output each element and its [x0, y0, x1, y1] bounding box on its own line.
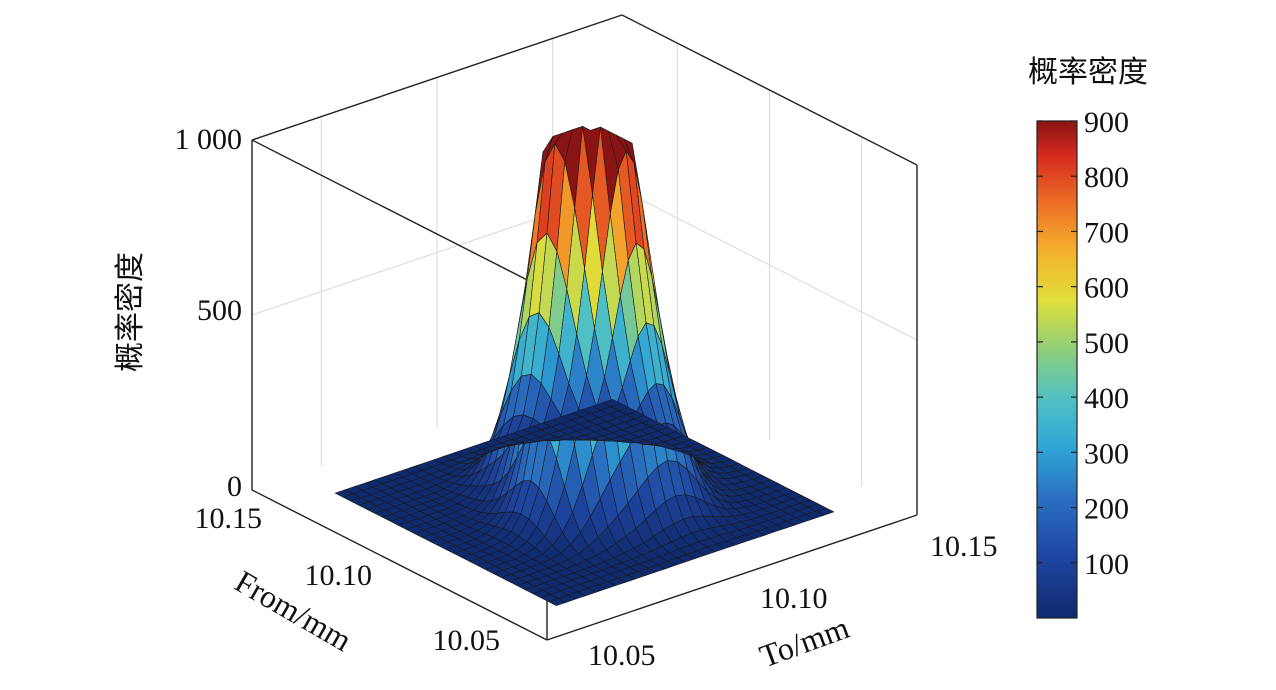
colorbar-tick-label: 700: [1084, 216, 1129, 249]
z-axis: 1 000 500 0 概率密度: [113, 123, 242, 503]
surface-facet: [602, 399, 621, 408]
colorbar-tick-label: 500: [1084, 327, 1129, 360]
from-tick-label-1005: 10.05: [433, 624, 501, 657]
colorbar-tick-label: 300: [1084, 437, 1129, 470]
box-edge: [251, 489, 548, 641]
z-axis-label: 概率密度: [113, 252, 148, 372]
box-edge: [251, 139, 548, 291]
z-tick-label-0: 0: [227, 470, 242, 503]
colorbar-tick-label: 900: [1084, 106, 1129, 139]
to-axis-label: To/mm: [755, 609, 854, 674]
colorbar-tick-label: 200: [1084, 493, 1129, 526]
colorbar-tick-label: 400: [1084, 382, 1129, 415]
box-edge: [251, 14, 623, 141]
colorbar-gradient: [1036, 120, 1078, 619]
colorbar-title: 概率密度: [1028, 55, 1148, 90]
colorbar-tick-label: 600: [1084, 272, 1129, 305]
to-tick-label-1005: 10.05: [588, 639, 656, 672]
to-tick-label-1015: 10.15: [930, 530, 998, 563]
from-tick-label-1010: 10.10: [305, 559, 373, 592]
colorbar: 概率密度 100 200 300 400 500 600 700 800 900: [1028, 55, 1148, 619]
colorbar-tick-label: 100: [1084, 548, 1129, 581]
to-tick-label-1010: 10.10: [760, 582, 828, 615]
from-tick-label-1015: 10.15: [195, 502, 263, 535]
colorbar-tick-label: 800: [1084, 161, 1129, 194]
surface-mesh: [334, 126, 835, 606]
box-edge: [546, 514, 918, 641]
front-box-edges: [251, 489, 918, 641]
box-edge: [621, 14, 918, 166]
colorbar-ticks: 100 200 300 400 500 600 700 800 900: [1037, 106, 1129, 581]
z-tick-label-500: 500: [197, 294, 242, 327]
z-tick-label-1000: 1 000: [175, 123, 243, 156]
